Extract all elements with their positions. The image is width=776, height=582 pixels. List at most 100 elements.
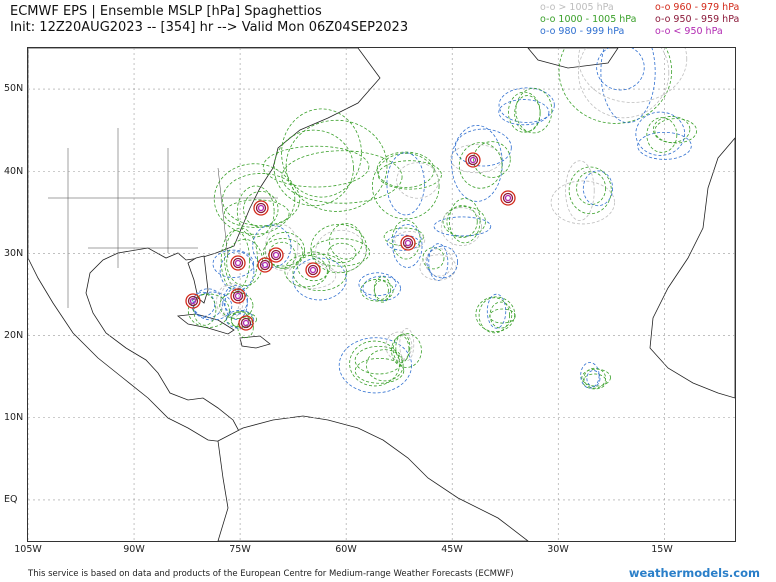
ensemble-contour [220,230,251,291]
lat-label-eq: EQ [4,494,18,505]
map-panel [27,14,736,542]
ensemble-contour [489,301,513,329]
ensemble-contour [498,99,550,126]
ensemble-contour [428,243,449,282]
legend-960-979: o-o 960 - 979 hPa [655,2,740,13]
ensemble-contour [581,368,611,387]
ensemble-contour [292,257,347,301]
ensemble-contour [637,131,692,160]
low-pressure-center [185,293,201,309]
lat-label-20n: 20N [4,330,24,341]
init-valid-line: Init: 12Z20AUG2023 -- [354] hr --> Valid… [10,20,409,35]
ensemble-contour [315,229,367,273]
hispaniola-land [239,335,271,349]
ensemble-contour [568,166,612,215]
ensemble-contour [262,145,370,188]
ensemble-contour [454,128,512,167]
ensemble-contour [433,216,492,237]
low-pressure-center [242,319,250,327]
ensemble-contour [362,275,401,302]
ensemble-contour [212,249,255,278]
low-pressure-center [465,152,481,168]
ensemble-contour [583,367,607,389]
ensemble-contour [498,87,555,123]
ensemble-contour [396,162,439,199]
ensemble-contour [652,116,691,143]
low-pressure-center [469,156,477,164]
ensemble-contour [473,141,511,178]
ensemble-contour [374,280,389,300]
low-pressure-center [270,249,282,261]
low-pressure-center [502,192,514,204]
ensemble-contours [185,14,698,394]
ensemble-contour [451,124,503,202]
lon-label-60w: 60W [335,544,357,555]
ensemble-contour [508,91,541,133]
lat-label-30n: 30N [4,248,24,259]
low-pressure-center [404,239,412,247]
ensemble-contour [580,362,600,389]
africa-land [649,136,736,399]
ensemble-contour [219,291,254,320]
brand-link[interactable]: weathermodels.com [628,566,760,580]
lon-label-45w: 45W [441,544,463,555]
ensemble-contour [213,163,296,235]
map-canvas [27,14,736,542]
ensemble-contour [446,205,478,238]
ensemble-contour [187,293,230,328]
ensemble-contour [243,190,279,228]
lat-label-10n: 10N [4,412,24,423]
ensemble-contour [236,185,275,238]
ensemble-contour [310,223,368,274]
ensemble-contour [224,287,248,320]
ensemble-contour [478,297,510,334]
ensemble-contour [425,248,454,277]
ensemble-contour [394,231,426,250]
lon-label-105w: 105W [14,544,42,555]
greenland-land [527,47,619,69]
ensemble-contour [354,345,403,375]
legend-980-999: o-o 980 - 999 hPa [540,26,625,37]
ensemble-contour [360,279,394,302]
ensemble-contour [273,129,354,207]
lon-label-15w: 15W [651,544,673,555]
low-pressure-center [230,255,246,271]
ensemble-contour [486,293,507,329]
ensemble-contour [338,337,413,394]
ensemble-contour [222,173,301,227]
ensemble-contour [237,316,254,339]
map-title: ECMWF EPS | Ensemble MSLP [hPa] Spaghett… [10,4,322,19]
ensemble-contour [576,171,606,205]
low-pressure-center [467,154,479,166]
ensemble-contour [475,296,516,333]
low-pressure-center [272,251,280,259]
legend-1000-1005: o-o 1000 - 1005 hPa [540,14,637,25]
ensemble-contour [586,370,601,387]
low-pressure-center [504,194,512,202]
ensemble-contour [223,285,248,315]
low-pressure-center [255,202,267,214]
ensemble-contour [442,206,486,237]
lon-label-75w: 75W [229,544,251,555]
ensemble-contour [358,272,397,296]
lon-label-30w: 30W [547,544,569,555]
ensemble-contour [286,262,337,289]
ensemble-contour [646,117,678,153]
ensemble-contour [419,254,457,281]
ensemble-contour [226,238,264,287]
ensemble-contour [392,335,410,364]
low-pressure-center [257,204,265,212]
ensemble-contour [327,242,357,264]
ensemble-contour [550,180,615,225]
low-pressure-center [402,237,414,249]
ensemble-contour [265,224,299,271]
legend-950-959: o-o 950 - 959 hPa [655,14,740,25]
low-pressure-center [309,266,317,274]
ensemble-contour [223,199,290,228]
ensemble-contour [225,310,255,329]
low-pressure-center [253,200,269,216]
ensemble-contour [377,160,442,190]
legend-lt950: o-o < 950 hPa [655,26,723,37]
ensemble-contour [281,150,403,204]
low-pressure-center [500,190,516,206]
